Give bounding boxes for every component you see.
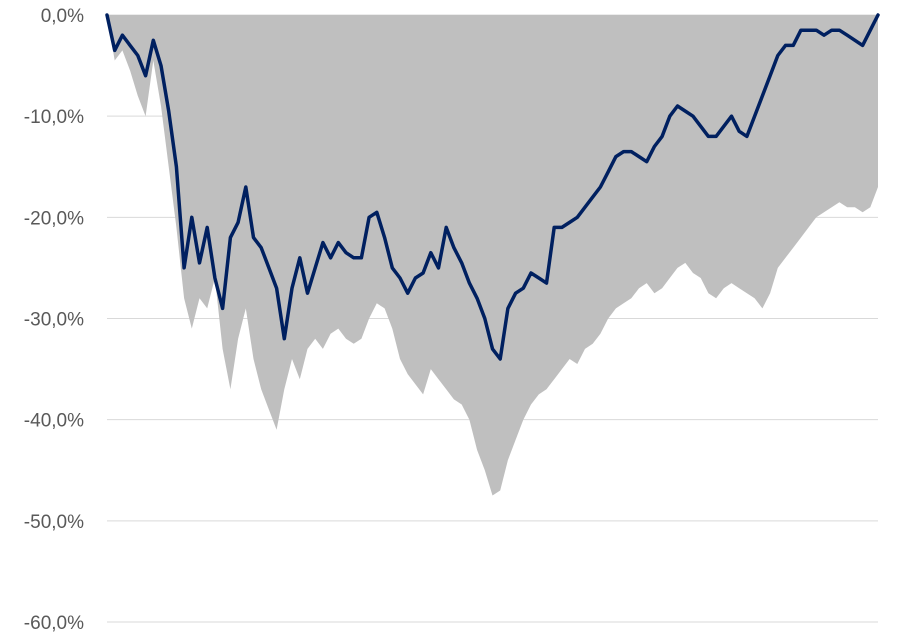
line-series-1: [105, 13, 880, 361]
y-tick-label: -20,0%: [24, 208, 84, 229]
y-tick-label: -40,0%: [24, 411, 84, 432]
y-tick-label: 0,0%: [41, 6, 84, 27]
y-tick-label: -30,0%: [24, 310, 84, 331]
y-tick-label: -50,0%: [24, 512, 84, 533]
area-series-0: [107, 15, 878, 496]
y-axis-ticks: 0,0% -10,0% -20,0% -30,0% -40,0% -50,0% -60,0%: [24, 6, 84, 634]
plot-area: [105, 13, 880, 496]
y-tick-label: -60,0%: [24, 613, 84, 634]
y-tick-label: -10,0%: [24, 107, 84, 128]
